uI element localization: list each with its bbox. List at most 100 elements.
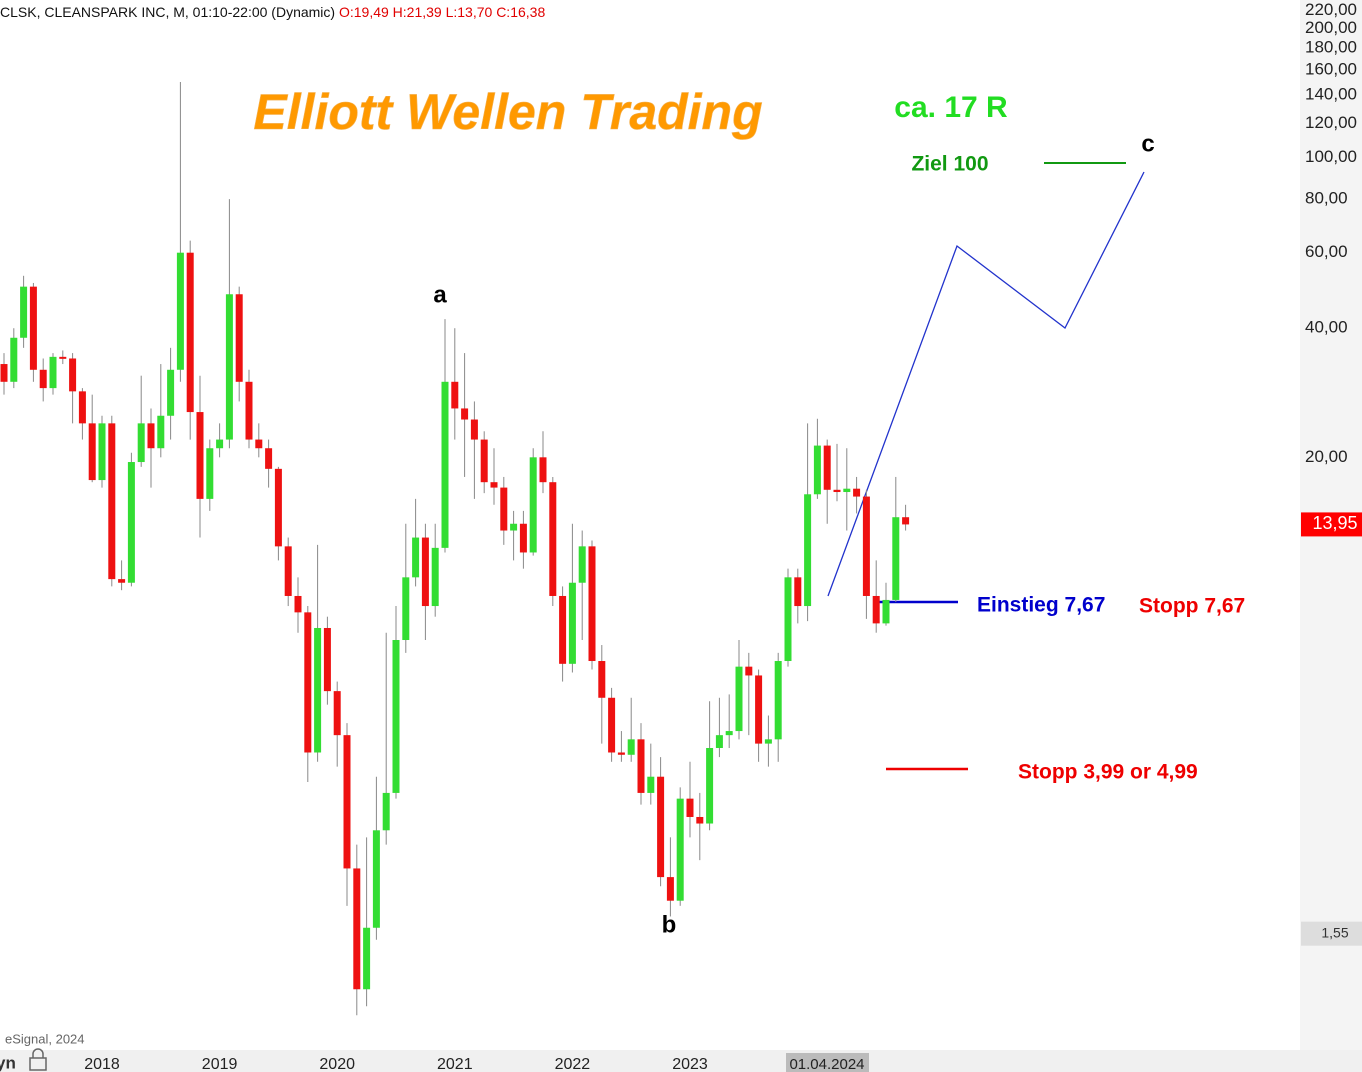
candle-body: [10, 337, 18, 382]
candle-body: [617, 752, 625, 755]
candle-body: [843, 488, 851, 493]
y-tick-label: 120,00: [1305, 113, 1357, 132]
candle-body: [568, 582, 576, 664]
candle-body: [461, 408, 469, 420]
candle-body: [764, 739, 772, 744]
candle-body: [451, 381, 459, 409]
candle-body: [118, 579, 126, 583]
candle-body: [402, 577, 410, 641]
y-tick-label: 40,00: [1305, 318, 1348, 337]
candle-body: [333, 691, 341, 736]
x-tick-label: 2020: [319, 1056, 355, 1072]
candle-body: [774, 661, 782, 740]
candle-body: [882, 599, 890, 624]
candle-body: [441, 381, 449, 548]
candle-body: [813, 445, 821, 495]
candle-body: [304, 612, 312, 753]
candle-body: [147, 423, 155, 449]
candle-body: [470, 419, 478, 440]
wave-a: a: [433, 281, 447, 308]
wave-projection: [827, 171, 1145, 597]
candle-body: [274, 468, 282, 547]
y-tick-label: 160,00: [1305, 59, 1357, 78]
time-axis-panel: [0, 1050, 1362, 1072]
candle-body: [20, 286, 28, 338]
candle-body: [157, 415, 165, 449]
candle-body: [794, 577, 802, 607]
candle-body: [431, 547, 439, 607]
x-tick-label: 2018: [84, 1056, 120, 1072]
candle-body: [696, 816, 704, 824]
price-marker-label: 1,55: [1321, 924, 1348, 940]
candle-body: [39, 369, 47, 389]
candle-body: [78, 391, 86, 424]
candle-body: [539, 457, 547, 483]
candle-body: [392, 640, 400, 793]
candle-body: [480, 439, 488, 483]
candle-body: [706, 748, 714, 824]
price-marker: [1301, 921, 1362, 946]
y-tick-label: 220,00: [1305, 0, 1357, 19]
candle-body: [88, 423, 96, 481]
target-r: ca. 17 R: [894, 91, 1008, 124]
candle-body: [578, 546, 586, 583]
candle-body: [421, 537, 429, 607]
y-tick-label: 60,00: [1305, 242, 1348, 261]
stop-label-2: Stopp 3,99 or 4,99: [1018, 761, 1198, 784]
candle-body: [686, 798, 694, 817]
candle-body: [225, 294, 233, 440]
candle-body: [902, 517, 910, 525]
x-tick-label: 2021: [437, 1056, 473, 1072]
candle-body: [186, 252, 194, 413]
chart-title: Elliott Wellen Trading: [253, 84, 762, 140]
candle-body: [745, 666, 753, 676]
candle-body: [490, 482, 498, 488]
candle-body: [735, 666, 743, 732]
candle-body: [666, 877, 674, 901]
candle-body: [314, 627, 322, 753]
candle-body: [529, 457, 537, 553]
candle-body: [862, 496, 870, 596]
candle-body: [206, 448, 214, 499]
candle-body: [216, 439, 224, 449]
candle-body: [59, 356, 67, 359]
candle-body: [353, 868, 361, 990]
candle-body: [647, 776, 655, 793]
candle-body: [755, 675, 763, 744]
candle-body: [363, 927, 371, 990]
candle-body: [588, 546, 596, 662]
candle-body: [265, 448, 273, 469]
candle-body: [235, 294, 243, 382]
candle-body: [137, 423, 145, 463]
target-label: Ziel 100: [911, 153, 988, 176]
candle-body: [245, 381, 253, 440]
candle-body: [69, 358, 77, 392]
candle-body: [49, 356, 57, 389]
wave-b: b: [662, 911, 677, 938]
candle-body: [127, 462, 135, 583]
candle-body: [853, 488, 861, 497]
stop-label: Stopp 7,67: [1139, 595, 1245, 618]
candle-body: [804, 494, 812, 607]
candle-body: [255, 439, 263, 449]
candle-body: [323, 627, 331, 692]
candle-body: [176, 252, 184, 370]
y-tick-label: 200,00: [1305, 18, 1357, 37]
symbol-info: CLSK, CLEANSPARK INC, M, 01:10-22:00 (Dy…: [0, 4, 545, 20]
candle-body: [676, 798, 684, 901]
cursor-date: 01.04.2024: [789, 1056, 864, 1072]
candle-body: [510, 523, 518, 531]
candle-body: [98, 423, 106, 481]
candle-body: [294, 595, 302, 613]
candle-body: [196, 412, 204, 499]
candle-body: [167, 369, 175, 416]
candle-body: [382, 792, 390, 831]
candle-body: [823, 445, 831, 490]
price-marker: [1301, 512, 1362, 537]
entry-label: Einstieg 7,67: [977, 594, 1105, 617]
y-tick-label: 140,00: [1305, 84, 1357, 103]
x-tick-label: 2022: [555, 1056, 591, 1072]
candle-body: [372, 830, 380, 928]
